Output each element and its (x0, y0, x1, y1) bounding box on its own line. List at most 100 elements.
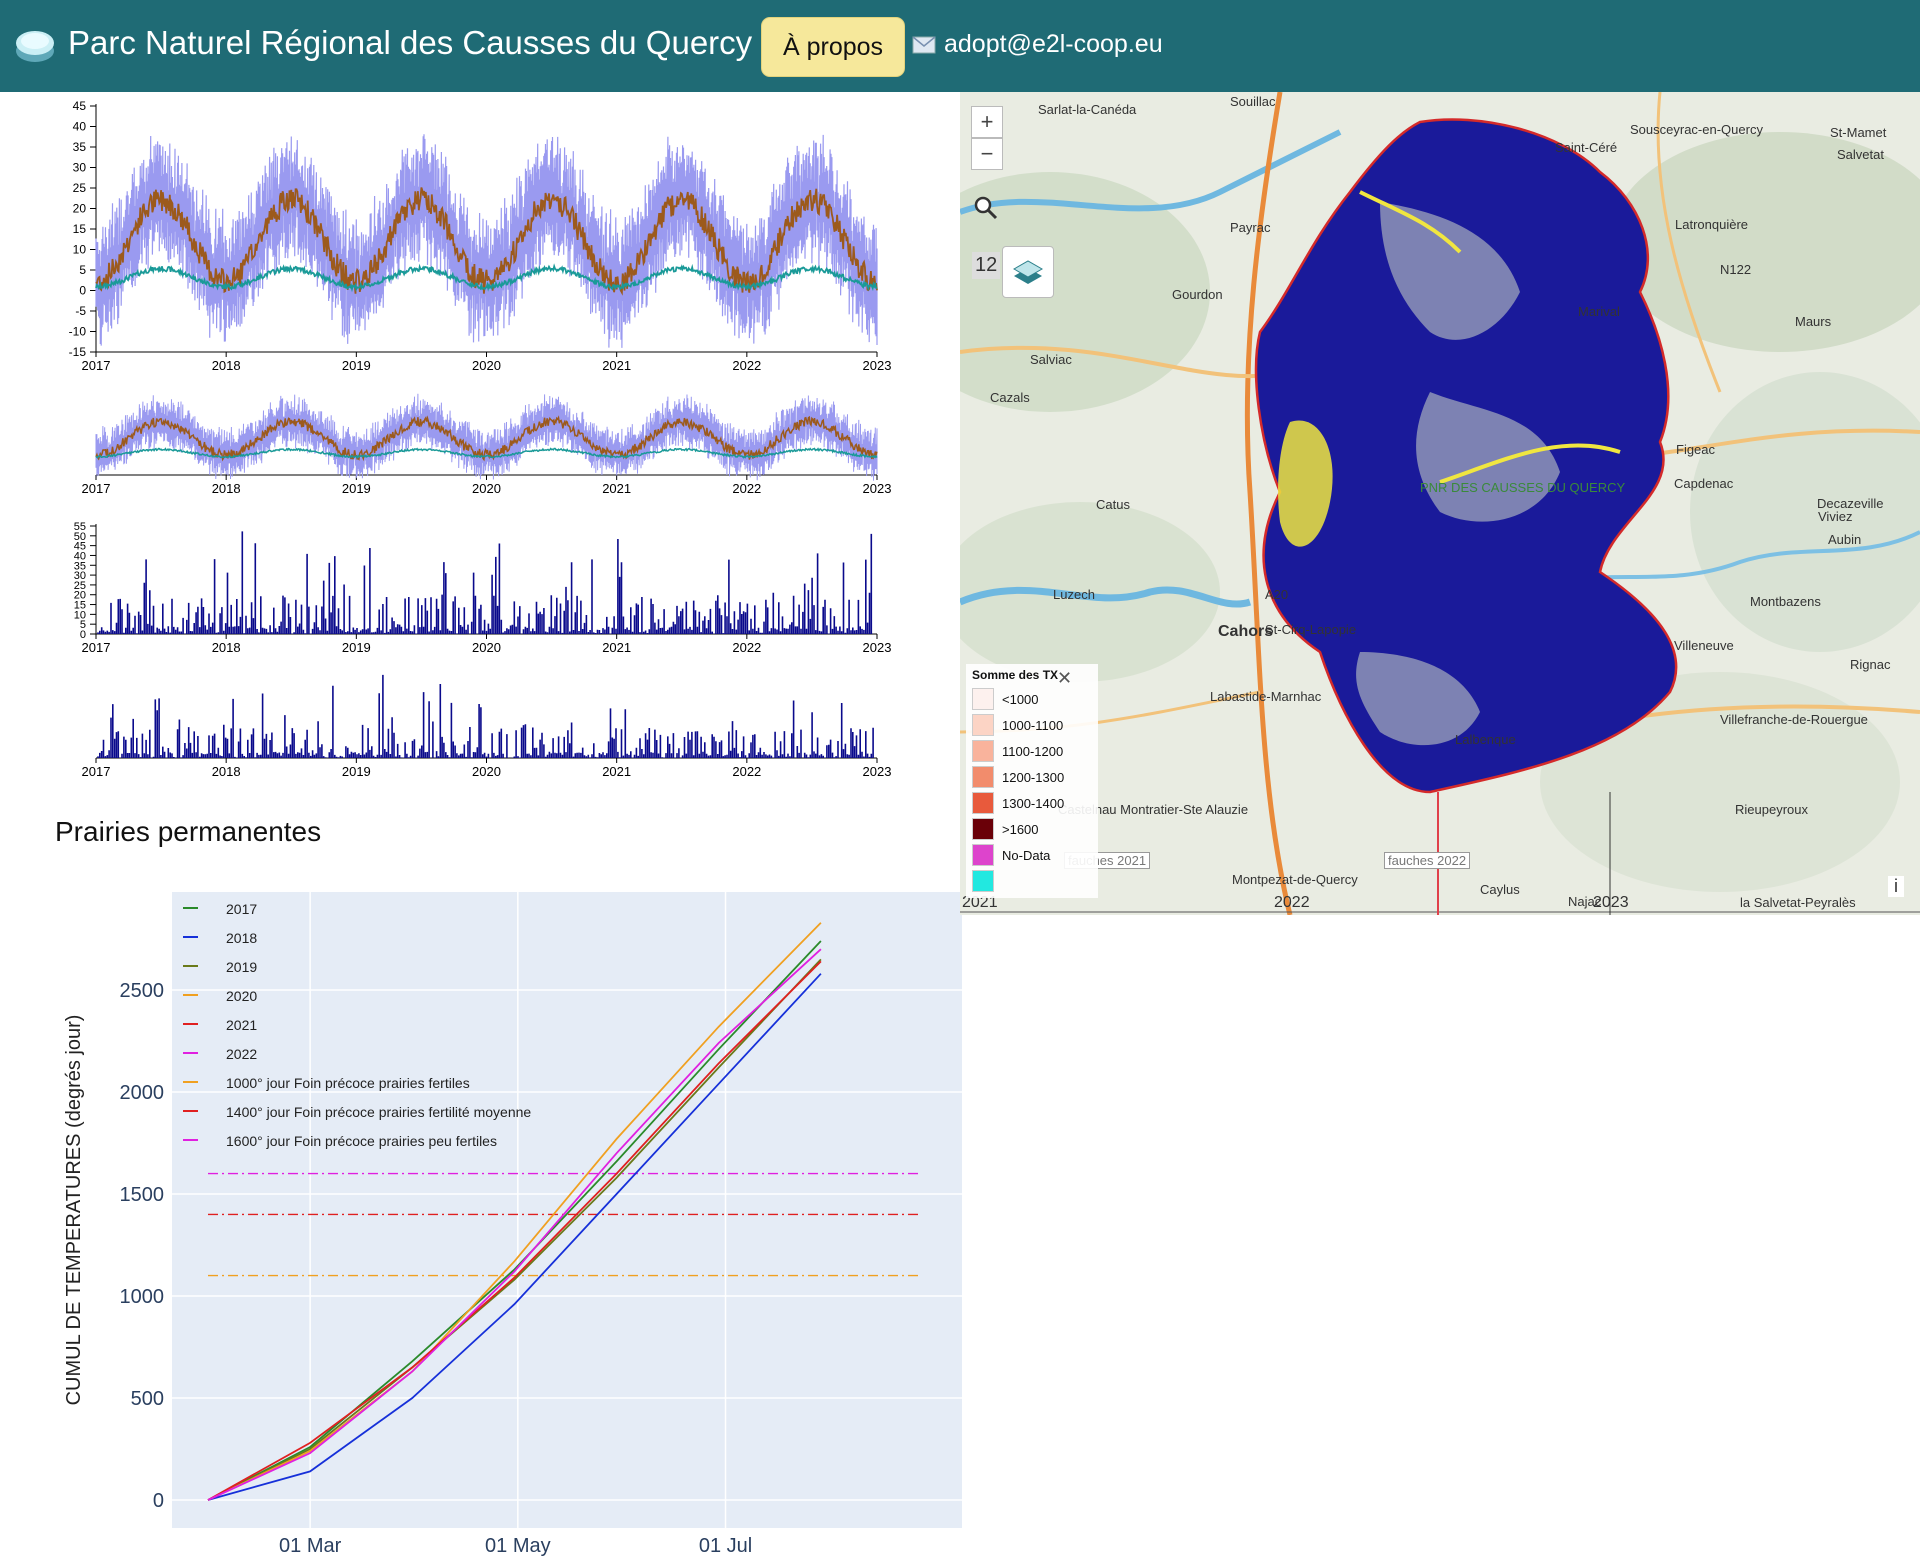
zoom-in-button[interactable]: + (971, 106, 1003, 138)
timeline-label-2: fauches 2022 (1384, 852, 1471, 869)
map-place-label: Cazals (990, 390, 1030, 405)
map-place-label: Sousceyrac-en-Quercy (1630, 122, 1763, 137)
x-tick-label: 2023 (863, 640, 892, 655)
y-tick-label: 35 (73, 140, 87, 154)
map-view[interactable]: fauches 2021 fauches 2022 2021 2022 2023… (960, 92, 1920, 915)
map-place-label: PNR DES CAUSSES DU QUERCY (1420, 480, 1626, 495)
legend-swatch (972, 792, 994, 814)
map-place-label: A20 (1265, 587, 1289, 602)
x-tick-label: 01 May (485, 1535, 551, 1557)
legend-item[interactable]: 1600° jour Foin précoce prairies peu fer… (226, 1133, 497, 1149)
map-place-label: Villefranche-de-Rouergue (1720, 712, 1868, 727)
legend-row (972, 868, 1092, 894)
x-tick-label: 2018 (212, 764, 241, 779)
series-line-2021[interactable] (207, 960, 822, 1501)
y-tick-label: 5 (79, 263, 86, 277)
x-tick-label: 2022 (732, 640, 761, 655)
x-tick-label: 2022 (732, 764, 761, 779)
legend-swatch (972, 766, 994, 788)
y-axis-label: CUMUL DE TEMPERATURES (degrés jour) (63, 1015, 85, 1406)
info-icon[interactable]: i (1888, 876, 1904, 897)
envelope-icon (912, 35, 936, 53)
map-legend: Somme des TX <1000 1000-1100 1100-1200 1200… (966, 664, 1098, 898)
legend-item[interactable]: 2021 (226, 1017, 257, 1033)
series-line-2020[interactable] (207, 922, 822, 1501)
legend-item[interactable]: 2017 (226, 901, 257, 917)
legend-item[interactable]: 1000° jour Foin précoce prairies fertile… (226, 1075, 470, 1091)
map-place-label: Capdenac (1674, 476, 1734, 491)
series-line-2022[interactable] (207, 948, 822, 1501)
legend-item[interactable]: 2019 (226, 959, 257, 975)
email-link[interactable]: adopt@e2l-coop.eu (912, 30, 1163, 59)
x-tick-label: 2019 (342, 358, 371, 373)
map-place-label: Rignac (1850, 657, 1891, 672)
layers-icon (1012, 260, 1044, 284)
legend-item[interactable]: 2018 (226, 930, 257, 946)
y-tick-label: 0 (153, 1490, 164, 1512)
y-tick-label: 20 (74, 590, 86, 602)
map-place-label: Salvetat (1837, 147, 1884, 162)
legend-row: 1100-1200 (972, 738, 1092, 764)
y-tick-label: 35 (74, 560, 86, 572)
legend-label: 1100-1200 (1002, 743, 1064, 759)
layers-button[interactable] (1002, 246, 1054, 298)
legend-item[interactable]: 1400° jour Foin précoce prairies fertili… (226, 1104, 531, 1120)
y-tick-label: 500 (131, 1388, 164, 1410)
legend-row: 1300-1400 (972, 790, 1092, 816)
y-tick-label: 40 (73, 120, 87, 134)
y-tick-label: 45 (73, 99, 87, 113)
map-place-label: Decazeville (1817, 496, 1884, 511)
x-tick-label: 01 Jul (699, 1535, 752, 1557)
search-button[interactable] (971, 193, 1001, 223)
y-tick-label: 1500 (120, 1184, 165, 1206)
map-place-label: Salviac (1030, 352, 1072, 367)
map-place-label: Labastide-Marnhac (1210, 689, 1322, 704)
series-line-2019[interactable] (207, 958, 822, 1501)
temperature-chart-full: 45 40 35 30 25 20 15 10 5 0 -5 -10 -15 2017 2018 2019 2… (69, 99, 892, 373)
y-tick-label: 15 (74, 600, 86, 612)
map-place-label: Montpezat-de-Quercy (1232, 872, 1358, 887)
magnifier-icon (974, 196, 998, 220)
timeline-year-2021: 2021 (962, 894, 998, 911)
map-place-label: Catus (1096, 497, 1130, 512)
x-tick-label: 2021 (602, 481, 631, 496)
about-button[interactable]: À propos (761, 17, 905, 77)
legend-row: >1600 (972, 816, 1092, 842)
y-tick-label: 0 (80, 629, 86, 641)
x-tick-label: 2021 (602, 640, 631, 655)
y-tick-label: 25 (74, 580, 86, 592)
temperature-chart-compact: 2017 2018 2019 2020 2021 2022 2023 (82, 393, 891, 496)
map-place-label: Marival (1578, 304, 1620, 319)
legend-row: 1200-1300 (972, 764, 1092, 790)
legend-row: No-Data (972, 842, 1092, 868)
legend-label: 1200-1300 (1002, 769, 1065, 785)
map-place-label: Saint-Céré (1555, 140, 1618, 155)
legend-item[interactable]: 2022 (226, 1046, 257, 1062)
legend-title: Somme des TX (972, 668, 1059, 682)
map-canvas[interactable] (960, 92, 1920, 915)
series-line-2018[interactable] (207, 973, 822, 1501)
map-place-label: Rieupeyroux (1735, 802, 1808, 817)
legend-close-icon[interactable]: ✕ (1057, 668, 1073, 688)
zoom-out-button[interactable]: − (971, 138, 1003, 170)
legend-item[interactable]: 2020 (226, 988, 257, 1004)
legend-row: 1000-1100 (972, 712, 1092, 738)
map-place-label: Caylus (1480, 882, 1520, 897)
y-tick-label: 2000 (120, 1082, 165, 1104)
x-tick-label: 2017 (82, 358, 111, 373)
map-place-label: la Salvetat-Peyralès (1740, 895, 1856, 910)
x-tick-label: 2020 (472, 764, 501, 779)
map-place-label: Souillac (1230, 94, 1276, 109)
x-tick-label: 2020 (472, 481, 501, 496)
legend-swatch (972, 844, 994, 866)
series-line-2017[interactable] (207, 940, 822, 1501)
map-place-label: Latronquière (1675, 217, 1748, 232)
zoom-level: 12 (972, 252, 1001, 279)
y-tick-label: 30 (74, 570, 86, 582)
y-tick-label: 15 (73, 222, 87, 236)
y-tick-label: 30 (73, 161, 87, 175)
legend-swatch (972, 688, 994, 710)
